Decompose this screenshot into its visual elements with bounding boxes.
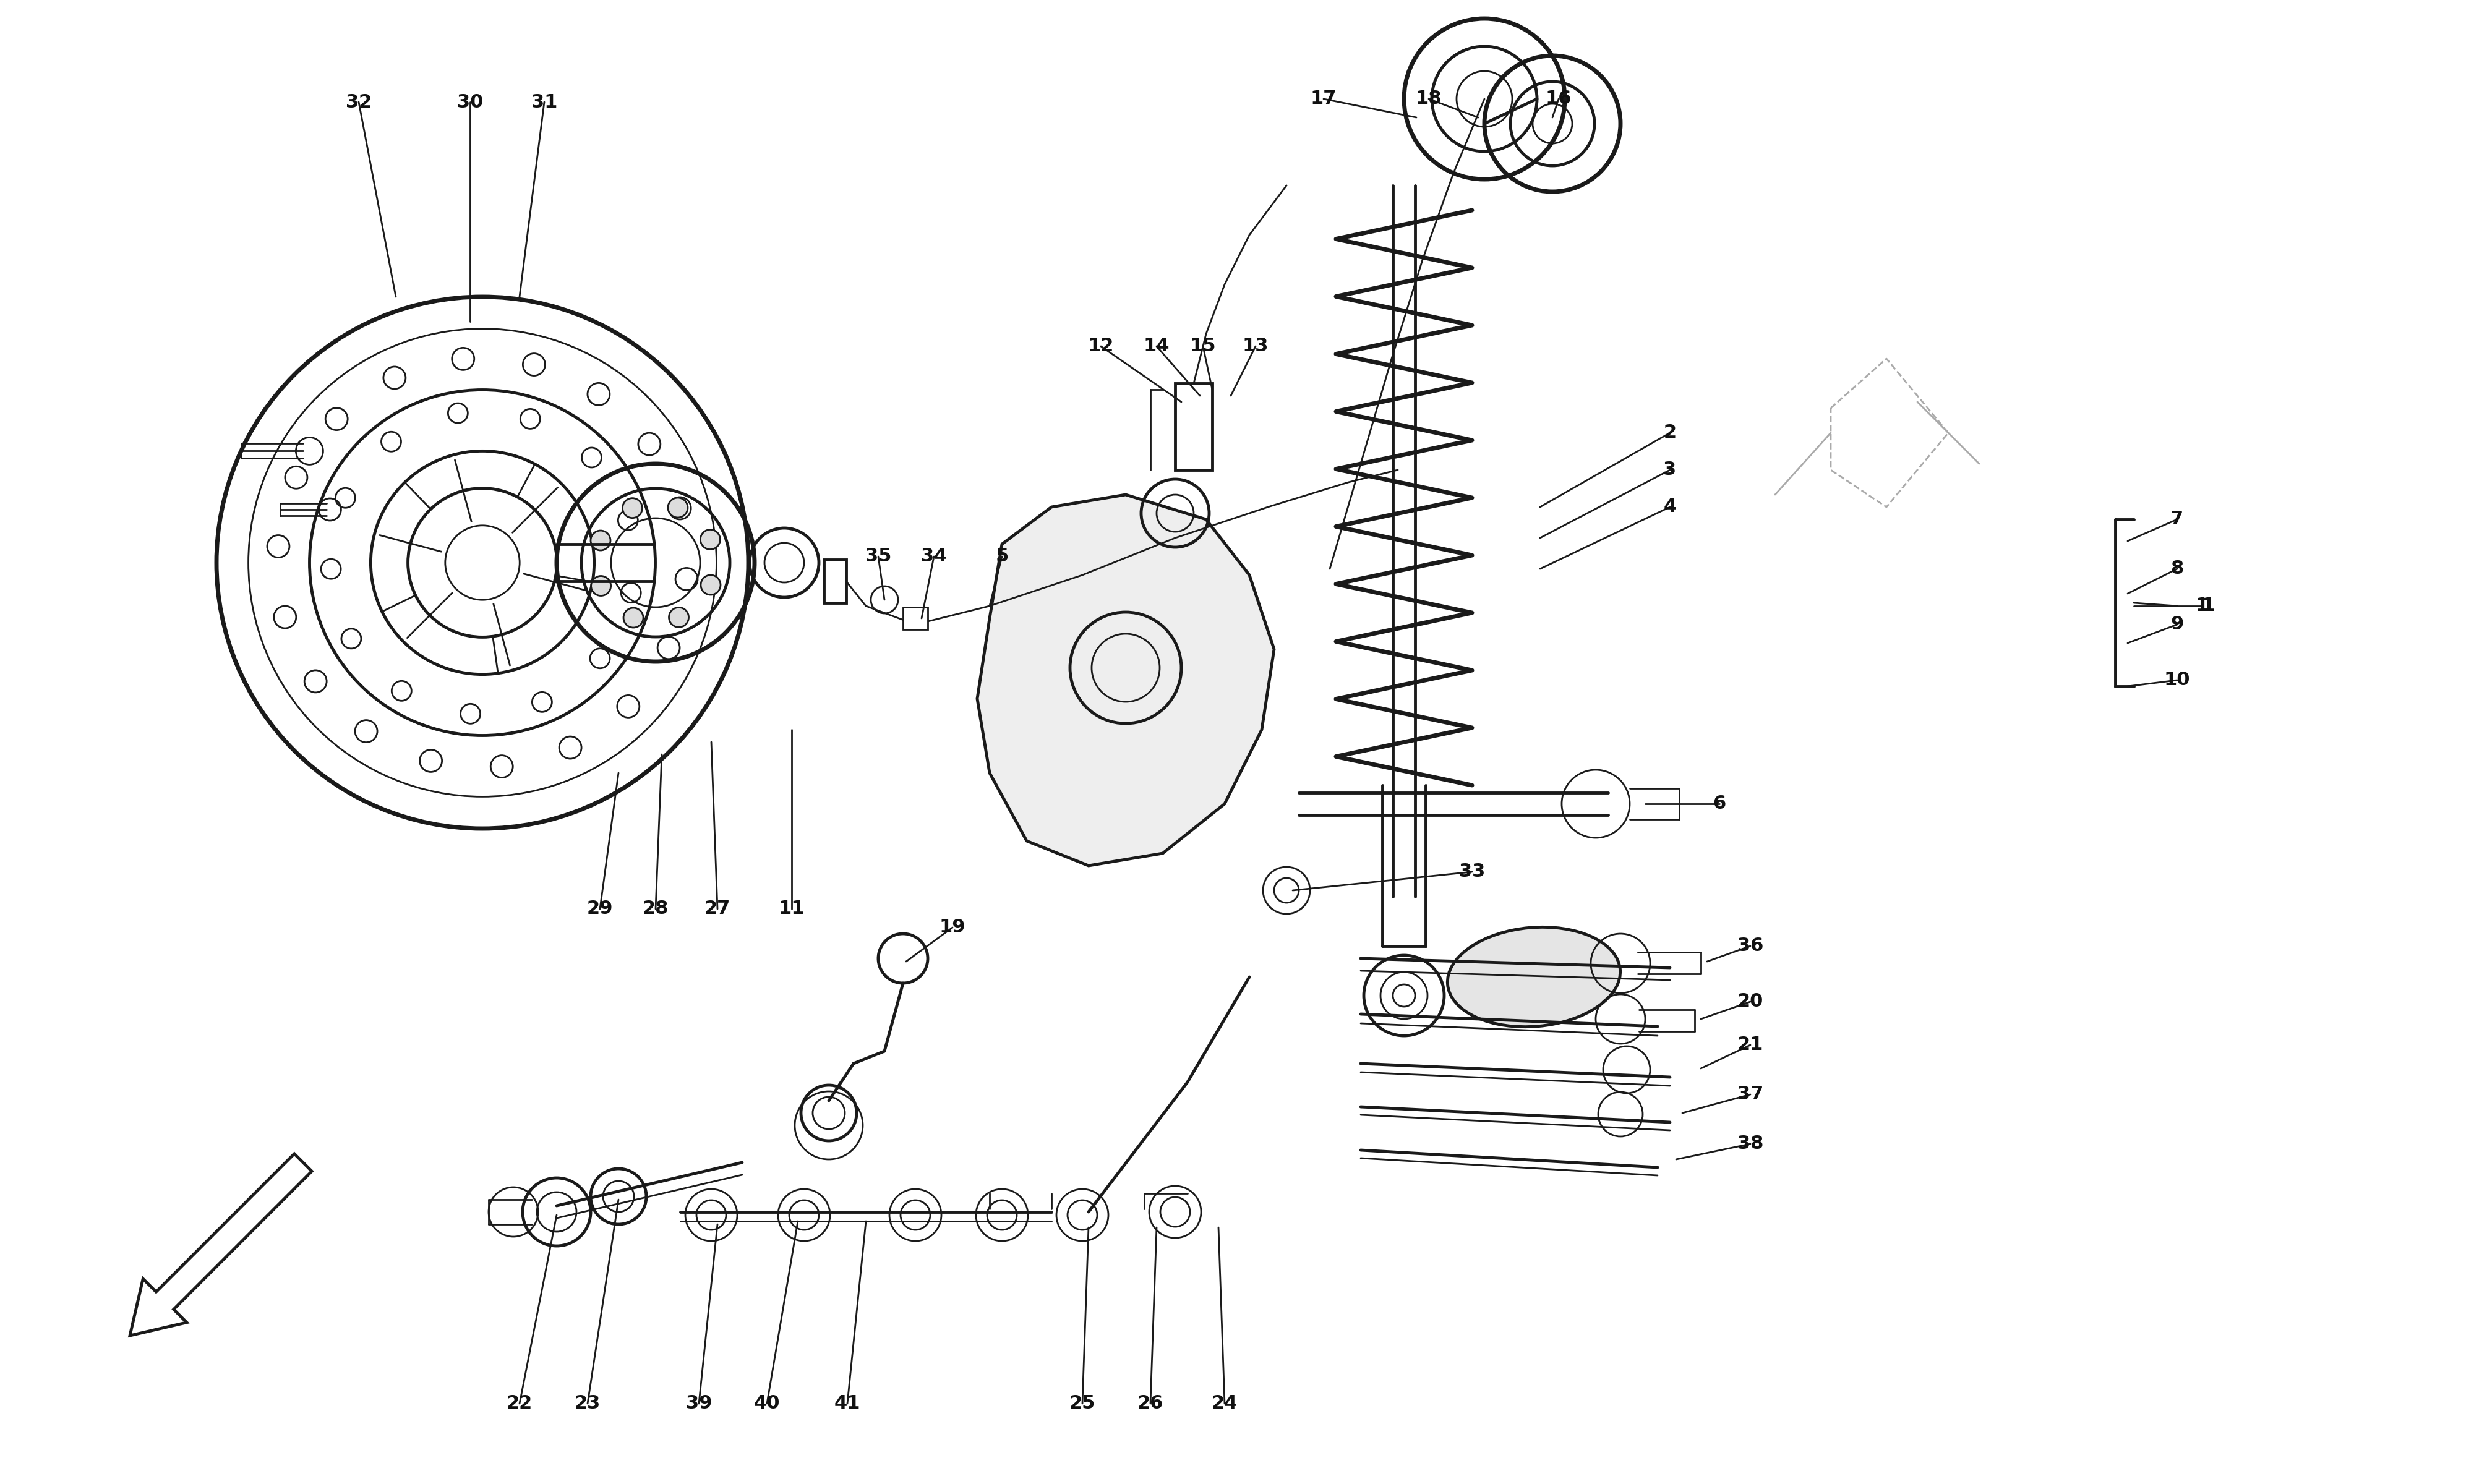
Text: 34: 34 xyxy=(920,548,948,565)
Polygon shape xyxy=(977,494,1274,865)
FancyBboxPatch shape xyxy=(903,607,928,629)
Text: 2: 2 xyxy=(1663,424,1677,442)
Text: 40: 40 xyxy=(755,1395,779,1413)
Text: 21: 21 xyxy=(1737,1036,1764,1054)
Text: 35: 35 xyxy=(866,548,891,565)
Circle shape xyxy=(700,530,720,549)
Text: 38: 38 xyxy=(1737,1135,1764,1153)
Circle shape xyxy=(668,607,688,628)
Ellipse shape xyxy=(1447,927,1620,1027)
Circle shape xyxy=(591,576,611,595)
Text: 36: 36 xyxy=(1737,936,1764,956)
Text: 14: 14 xyxy=(1143,337,1170,355)
Text: 3: 3 xyxy=(1663,462,1677,479)
Text: 33: 33 xyxy=(1460,862,1484,881)
Text: 25: 25 xyxy=(1069,1395,1096,1413)
Text: 10: 10 xyxy=(2165,671,2189,689)
Circle shape xyxy=(668,497,688,518)
Text: 39: 39 xyxy=(685,1395,713,1413)
Text: 9: 9 xyxy=(2170,616,2185,634)
Text: 16: 16 xyxy=(1546,91,1571,108)
Text: 12: 12 xyxy=(1089,337,1113,355)
Circle shape xyxy=(591,531,611,551)
Text: 1: 1 xyxy=(2202,597,2214,614)
Text: 19: 19 xyxy=(940,919,965,936)
Text: 18: 18 xyxy=(1415,91,1442,108)
Text: 7: 7 xyxy=(2170,510,2185,528)
Text: 31: 31 xyxy=(532,93,557,111)
FancyBboxPatch shape xyxy=(1175,383,1212,470)
Text: 22: 22 xyxy=(507,1395,532,1413)
Text: 5: 5 xyxy=(995,548,1009,565)
FancyBboxPatch shape xyxy=(824,559,846,603)
Text: 24: 24 xyxy=(1212,1395,1237,1413)
Text: 20: 20 xyxy=(1737,993,1764,1011)
Text: 37: 37 xyxy=(1737,1085,1764,1104)
Circle shape xyxy=(700,574,720,595)
Text: 13: 13 xyxy=(1242,337,1269,355)
FancyArrow shape xyxy=(129,1153,312,1336)
Text: 27: 27 xyxy=(705,899,730,919)
Text: 28: 28 xyxy=(643,899,668,919)
Text: 11: 11 xyxy=(779,899,804,919)
Circle shape xyxy=(623,608,643,628)
Text: 17: 17 xyxy=(1311,91,1336,108)
Text: 23: 23 xyxy=(574,1395,601,1413)
Text: 32: 32 xyxy=(346,93,371,111)
Text: 26: 26 xyxy=(1138,1395,1163,1413)
Text: 8: 8 xyxy=(2170,559,2185,577)
Text: 6: 6 xyxy=(1712,795,1727,813)
Text: 30: 30 xyxy=(458,93,482,111)
Text: 41: 41 xyxy=(834,1395,861,1413)
Text: 29: 29 xyxy=(586,899,614,919)
Text: 15: 15 xyxy=(1190,337,1217,355)
Text: 4: 4 xyxy=(1663,499,1677,516)
Circle shape xyxy=(623,499,643,518)
Text: 1: 1 xyxy=(2194,597,2209,614)
